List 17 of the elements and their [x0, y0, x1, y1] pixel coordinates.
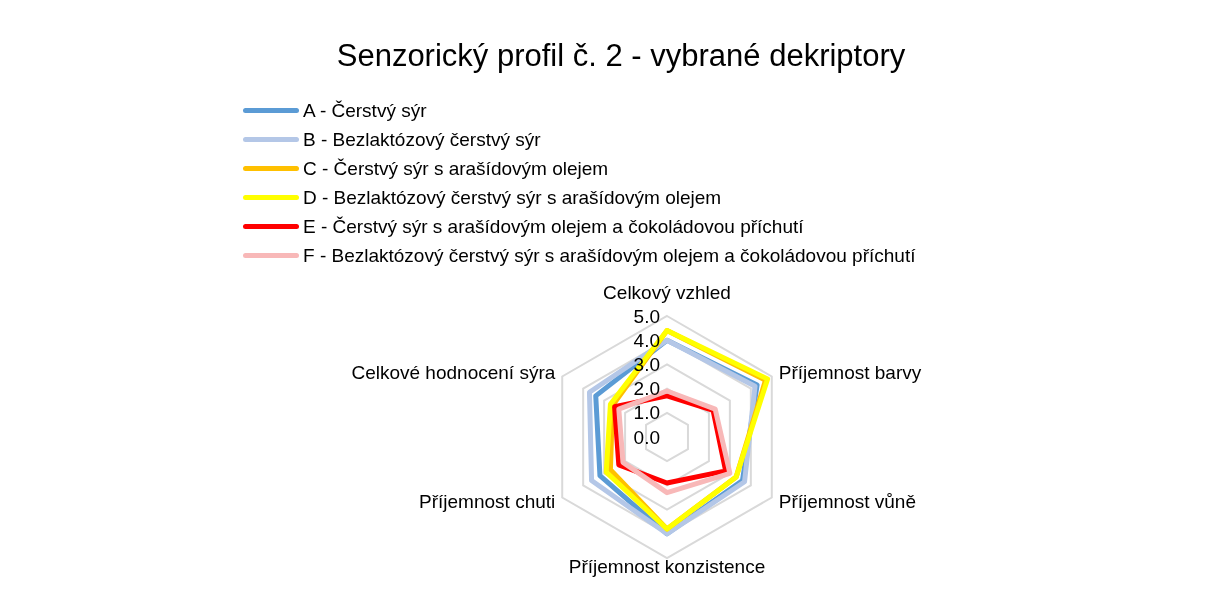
- y-tick-label: 2.0: [633, 378, 660, 400]
- legend-label: D - Bezlaktózový čerstvý sýr s arašídovým olejem: [303, 186, 722, 209]
- spoke-label: Příjemnost vůně: [778, 491, 917, 512]
- y-tick-label: 1.0: [633, 402, 660, 424]
- legend-label: F - Bezlaktózový čerstvý sýr s arašídovým olejem a čokoládovou příchutí: [303, 244, 916, 267]
- spoke-label: Příjemnost chuti: [419, 491, 556, 512]
- legend-label: E - Čerstvý sýr s arašídovým olejem a čokoládovou příchutí: [303, 215, 804, 238]
- spoke-label: Příjemnost konzistence: [568, 555, 766, 577]
- y-tick-label: 0.0: [633, 426, 660, 448]
- spoke-label: Celkové hodnocení sýra: [351, 362, 556, 383]
- spoke-label: Příjemnost barvy: [778, 362, 922, 383]
- legend-label: A - Čerstvý sýr: [303, 99, 427, 122]
- y-tick-label: 5.0: [633, 305, 660, 327]
- spoke-label: Celkový vzhled: [603, 281, 731, 303]
- chart-title: Senzorický profil č. 2 - vybrané dekriptory: [335, 38, 907, 74]
- legend-label: C - Čerstvý sýr s arašídovým olejem: [303, 157, 609, 180]
- legend-label: B - Bezlaktózový čerstvý sýr: [303, 128, 541, 151]
